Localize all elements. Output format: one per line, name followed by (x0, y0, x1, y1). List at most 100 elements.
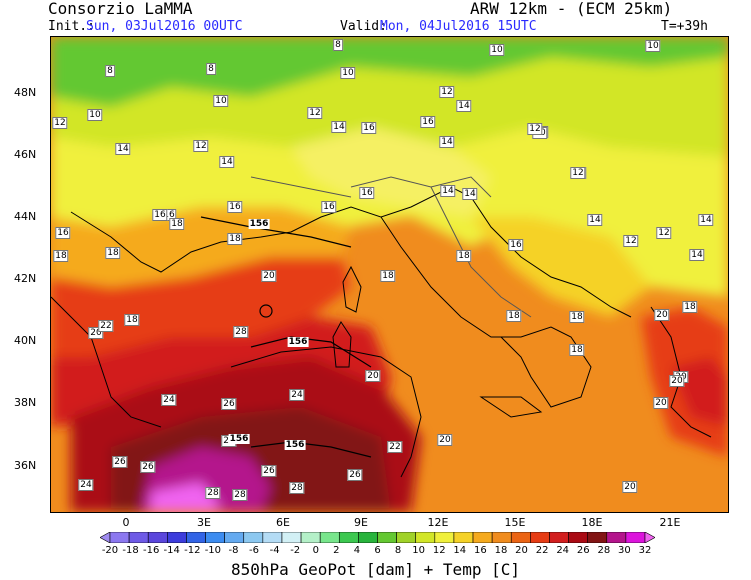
temp-label: 14 (698, 214, 714, 226)
colorbar-tick-label: 6 (374, 545, 381, 556)
colorbar-tick-label: 14 (453, 545, 467, 556)
temp-label: 12 (307, 107, 323, 119)
temp-label: 14 (439, 136, 455, 148)
colorbar-tick-label: 16 (474, 545, 487, 556)
colorbar-segment (472, 532, 493, 543)
colorbar-tick-label: 8 (394, 545, 402, 556)
lat-label: 38N (14, 396, 37, 409)
temp-label: 14 (440, 185, 456, 197)
temp-label: 12 (623, 235, 639, 247)
temp-label: 14 (456, 100, 472, 112)
colorbar-segment (243, 532, 264, 543)
temp-label: 18 (169, 218, 185, 230)
colorbar-tick-label: 24 (556, 545, 570, 556)
temp-label: 14 (689, 249, 705, 261)
temp-label: 12 (570, 167, 586, 179)
colorbar-segment (568, 532, 588, 543)
colorbar-segment (510, 532, 531, 543)
lon-label: 6E (276, 516, 290, 529)
valid-label: Valid: (340, 19, 387, 34)
temp-label: 18 (380, 270, 396, 282)
colorbar-segment (549, 532, 569, 543)
temp-label: 28 (232, 489, 248, 501)
geopot-label: 156 (287, 337, 309, 347)
lon-label: 18E (581, 516, 603, 529)
colorbar-tick-label: -6 (249, 545, 260, 556)
colorbar-tick-label: -20 (101, 545, 119, 556)
colorbar-tick-label: -4 (269, 545, 280, 556)
temp-label: 12 (193, 140, 209, 152)
temp-label: 8 (105, 65, 115, 77)
temp-label: 22 (98, 320, 114, 332)
temp-label: 18 (456, 250, 472, 262)
lon-label: 21E (659, 516, 681, 529)
colorbar-tick-label: 26 (576, 545, 590, 556)
colorbar-tick-label: -16 (142, 545, 160, 556)
temp-label: 14 (462, 188, 478, 200)
colorbar-segment (109, 532, 130, 543)
colorbar-segment (224, 532, 245, 543)
temp-label: 20 (669, 375, 685, 387)
colorbar-tick-label: 32 (638, 545, 652, 556)
lon-label: 3E (197, 516, 211, 529)
temp-label: 16 (420, 116, 436, 128)
colorbar-tick-label: -8 (228, 545, 239, 556)
temp-label: 14 (587, 214, 603, 226)
temp-label: 20 (654, 309, 670, 321)
colorbar-tick-label: 10 (412, 545, 426, 556)
temp-label: 28 (289, 482, 305, 494)
temp-label: 18 (569, 311, 585, 323)
temp-label: 26 (347, 469, 363, 481)
temp-label: 28 (233, 326, 249, 338)
colorbar-tick-label: -2 (290, 545, 301, 556)
lat-label: 44N (14, 210, 37, 223)
temp-label: 22 (387, 441, 403, 453)
lat-label: 46N (14, 148, 37, 161)
lon-label: 0 (122, 516, 130, 529)
colorbar-tick-label: -12 (184, 545, 201, 556)
colorbar-segment (205, 532, 225, 543)
colorbar-segment (644, 532, 655, 543)
temp-label: 24 (161, 394, 177, 406)
temp-label: 24 (289, 389, 305, 401)
temp-label: 14 (219, 156, 235, 168)
temp-label: 28 (205, 487, 221, 499)
temp-label: 18 (569, 344, 585, 356)
temp-label: 10 (340, 67, 356, 79)
colorbar-segment (186, 532, 206, 543)
colorbar-segment (491, 532, 512, 543)
colorbar-segment (300, 532, 321, 543)
temp-label: 16 (227, 201, 243, 213)
temp-label: 10 (87, 109, 103, 121)
colorbar-segment (100, 532, 111, 543)
temp-label: 16 (359, 187, 375, 199)
temp-label: 26 (221, 398, 237, 410)
temp-label: 16 (361, 122, 377, 134)
init-value: Sun, 03Jul2016 00UTC (86, 19, 243, 34)
colorbar-segment (434, 532, 455, 543)
colorbar-title: 850hPa GeoPot [dam] + Temp [C] (231, 560, 520, 579)
init-label: Init.: (48, 19, 95, 34)
colorbar-tick-label: 4 (353, 545, 361, 556)
colorbar-segment (396, 532, 417, 543)
lon-label: 12E (427, 516, 449, 529)
colorbar-tick-label: 30 (618, 545, 631, 556)
colorbar-tick-label: 20 (515, 545, 528, 556)
temp-label: 16 (55, 227, 71, 239)
lat-label: 42N (14, 272, 37, 285)
temp-label: 18 (506, 310, 522, 322)
temp-label: 20 (261, 270, 277, 282)
temp-label: 24 (78, 479, 94, 491)
colorbar-tick-label: 18 (494, 545, 508, 556)
temp-label: 18 (227, 233, 243, 245)
geopot-label: 156 (248, 219, 270, 229)
temp-label: 18 (124, 314, 140, 326)
colorbar-tick-label: -10 (204, 545, 222, 556)
colorbar-segment (358, 532, 378, 543)
temp-label: 18 (53, 250, 69, 262)
colorbar-tick-label: 12 (432, 545, 446, 556)
temp-label: 20 (365, 370, 381, 382)
temp-label: 10 (645, 40, 661, 52)
lat-label: 36N (14, 459, 37, 472)
colorbar-tick-label: 2 (333, 545, 340, 556)
